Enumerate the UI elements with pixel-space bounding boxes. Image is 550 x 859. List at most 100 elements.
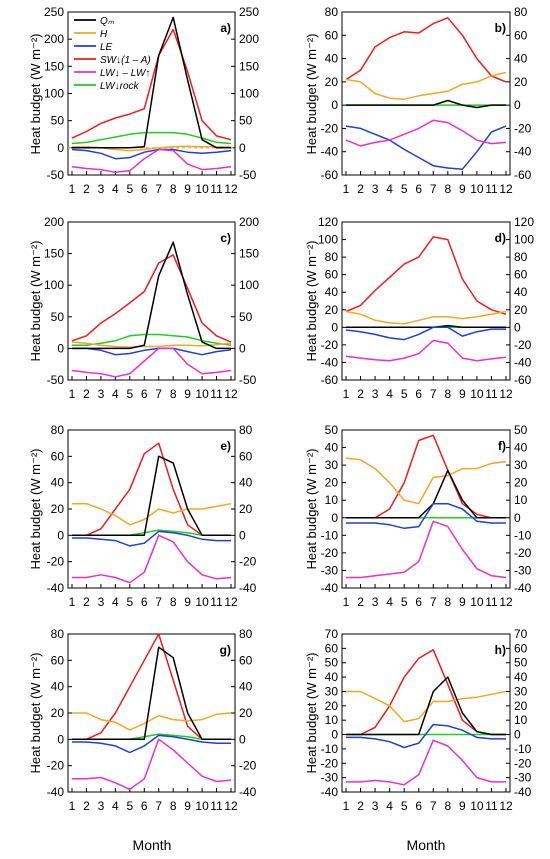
x-tick-label: 1 (343, 387, 350, 401)
y-tick-label-right: 0 (514, 511, 521, 525)
x-tick-label: 2 (357, 182, 364, 196)
y-tick-label-right: -60 (514, 373, 532, 387)
y-tick-label-right: 150 (239, 59, 259, 73)
y-tick-label-left: -40 (47, 785, 65, 799)
plot-frame (341, 429, 511, 589)
y-tick-label-right: -20 (239, 555, 257, 569)
y-tick-label-left: 60 (51, 449, 65, 463)
y-tick-label-left: 10 (325, 713, 339, 727)
y-tick-label-right: 100 (514, 233, 534, 247)
series-line-LW (345, 119, 507, 147)
y-tick-label-left: -20 (321, 338, 339, 352)
y-tick-label-left: -50 (47, 168, 65, 182)
y-tick-label-left: 0 (57, 528, 64, 542)
series-line-LE (72, 734, 231, 754)
x-tick-label: 12 (499, 387, 513, 401)
y-tick-label-right: 20 (514, 476, 528, 490)
series-line-LW (71, 347, 232, 378)
y-tick-label-right: -10 (514, 742, 532, 756)
y-tick-label-right: 0 (514, 728, 521, 742)
x-tick-label: 8 (170, 387, 177, 401)
x-tick-label: 9 (459, 799, 466, 813)
y-tick-label-left: -20 (47, 759, 65, 773)
y-tick-label-left: 0 (331, 320, 338, 334)
panel-label: b) (495, 21, 506, 35)
y-tick-label-left: -10 (321, 528, 339, 542)
x-tick-label: 1 (69, 595, 76, 609)
y-tick-label-left: -60 (321, 373, 339, 387)
y-tick-label-right: 40 (514, 52, 528, 66)
x-tick-label: 5 (126, 799, 133, 813)
y-tick-label-left: -40 (321, 145, 339, 159)
x-tick-label: 3 (372, 799, 379, 813)
x-tick-label: 4 (386, 182, 393, 196)
x-tick-label: 6 (141, 387, 148, 401)
x-tick-label: 9 (459, 387, 466, 401)
y-tick-label-right: -40 (514, 785, 532, 799)
y-tick-label-right: 40 (514, 285, 528, 299)
panel-label: d) (495, 231, 506, 245)
series-line-Qm (346, 99, 506, 109)
panel-f: -40 -40 -30 -30 -20 -20 -10 -10 0 0 10 10 20 20 30 30 40… (321, 423, 532, 609)
series-line-H (72, 502, 232, 526)
x-tick-label: 2 (83, 182, 90, 196)
y-tick-label-right: 0 (514, 320, 521, 334)
y-tick-label-left: -20 (321, 121, 339, 135)
y-tick-label-right: -40 (514, 581, 532, 595)
plot-frame (341, 633, 511, 793)
y-tick-label-right: 0 (239, 528, 246, 542)
plot-frame (67, 221, 236, 381)
y-tick-label-left: 20 (325, 75, 339, 89)
y-tick-label-left: 50 (51, 114, 65, 128)
series-line-SW (345, 236, 507, 315)
x-tick-label: 4 (112, 387, 119, 401)
series-line-Qm (72, 241, 231, 350)
series-line-SW (71, 28, 232, 141)
y-tick-label-right: 40 (514, 441, 528, 455)
x-tick-label: 10 (470, 387, 484, 401)
x-tick-label: 8 (170, 799, 177, 813)
x-tick-label: 3 (98, 595, 105, 609)
series-line-SW (71, 254, 232, 343)
series-line-LE (71, 148, 232, 160)
x-tick-label: 12 (499, 799, 513, 813)
x-tick-label: 5 (401, 799, 408, 813)
x-tick-label: 2 (357, 799, 364, 813)
y-tick-label-right: 60 (514, 268, 528, 282)
y-axis-label: Heat budget (W m⁻²) (28, 652, 43, 773)
y-tick-label-left: 40 (325, 441, 339, 455)
y-tick-label-left: -50 (47, 373, 65, 387)
y-tick-label-left: 0 (57, 141, 64, 155)
y-tick-label-left: 120 (318, 215, 338, 229)
y-tick-label-left: -10 (321, 742, 339, 756)
series-line-LWrock (71, 131, 232, 145)
x-tick-label: 3 (372, 182, 379, 196)
x-tick-label: 6 (415, 387, 422, 401)
x-tick-label: 9 (459, 595, 466, 609)
x-tick-label: 1 (69, 182, 76, 196)
y-tick-label-left: -40 (321, 581, 339, 595)
series-line-LE (72, 347, 232, 356)
y-tick-label-right: -20 (514, 756, 532, 770)
panel-label: c) (220, 231, 231, 245)
y-tick-label-left: 100 (44, 87, 64, 101)
x-tick-label: 7 (155, 595, 162, 609)
x-tick-label: 12 (224, 799, 238, 813)
y-tick-label-right: -40 (239, 785, 257, 799)
y-tick-label-left: 0 (57, 341, 64, 355)
y-tick-label-left: 40 (51, 476, 65, 490)
y-tick-label-right: -20 (514, 338, 532, 352)
x-tick-label: 3 (98, 387, 105, 401)
y-tick-label-left: 20 (325, 303, 339, 317)
x-tick-label: 10 (470, 595, 484, 609)
x-tick-label: 5 (126, 182, 133, 196)
y-tick-label-right: 20 (239, 706, 253, 720)
y-tick-label-left: 50 (325, 423, 339, 437)
y-tick-label-right: 10 (514, 713, 528, 727)
y-tick-label-left: 30 (325, 458, 339, 472)
y-tick-label-left: 0 (331, 511, 338, 525)
